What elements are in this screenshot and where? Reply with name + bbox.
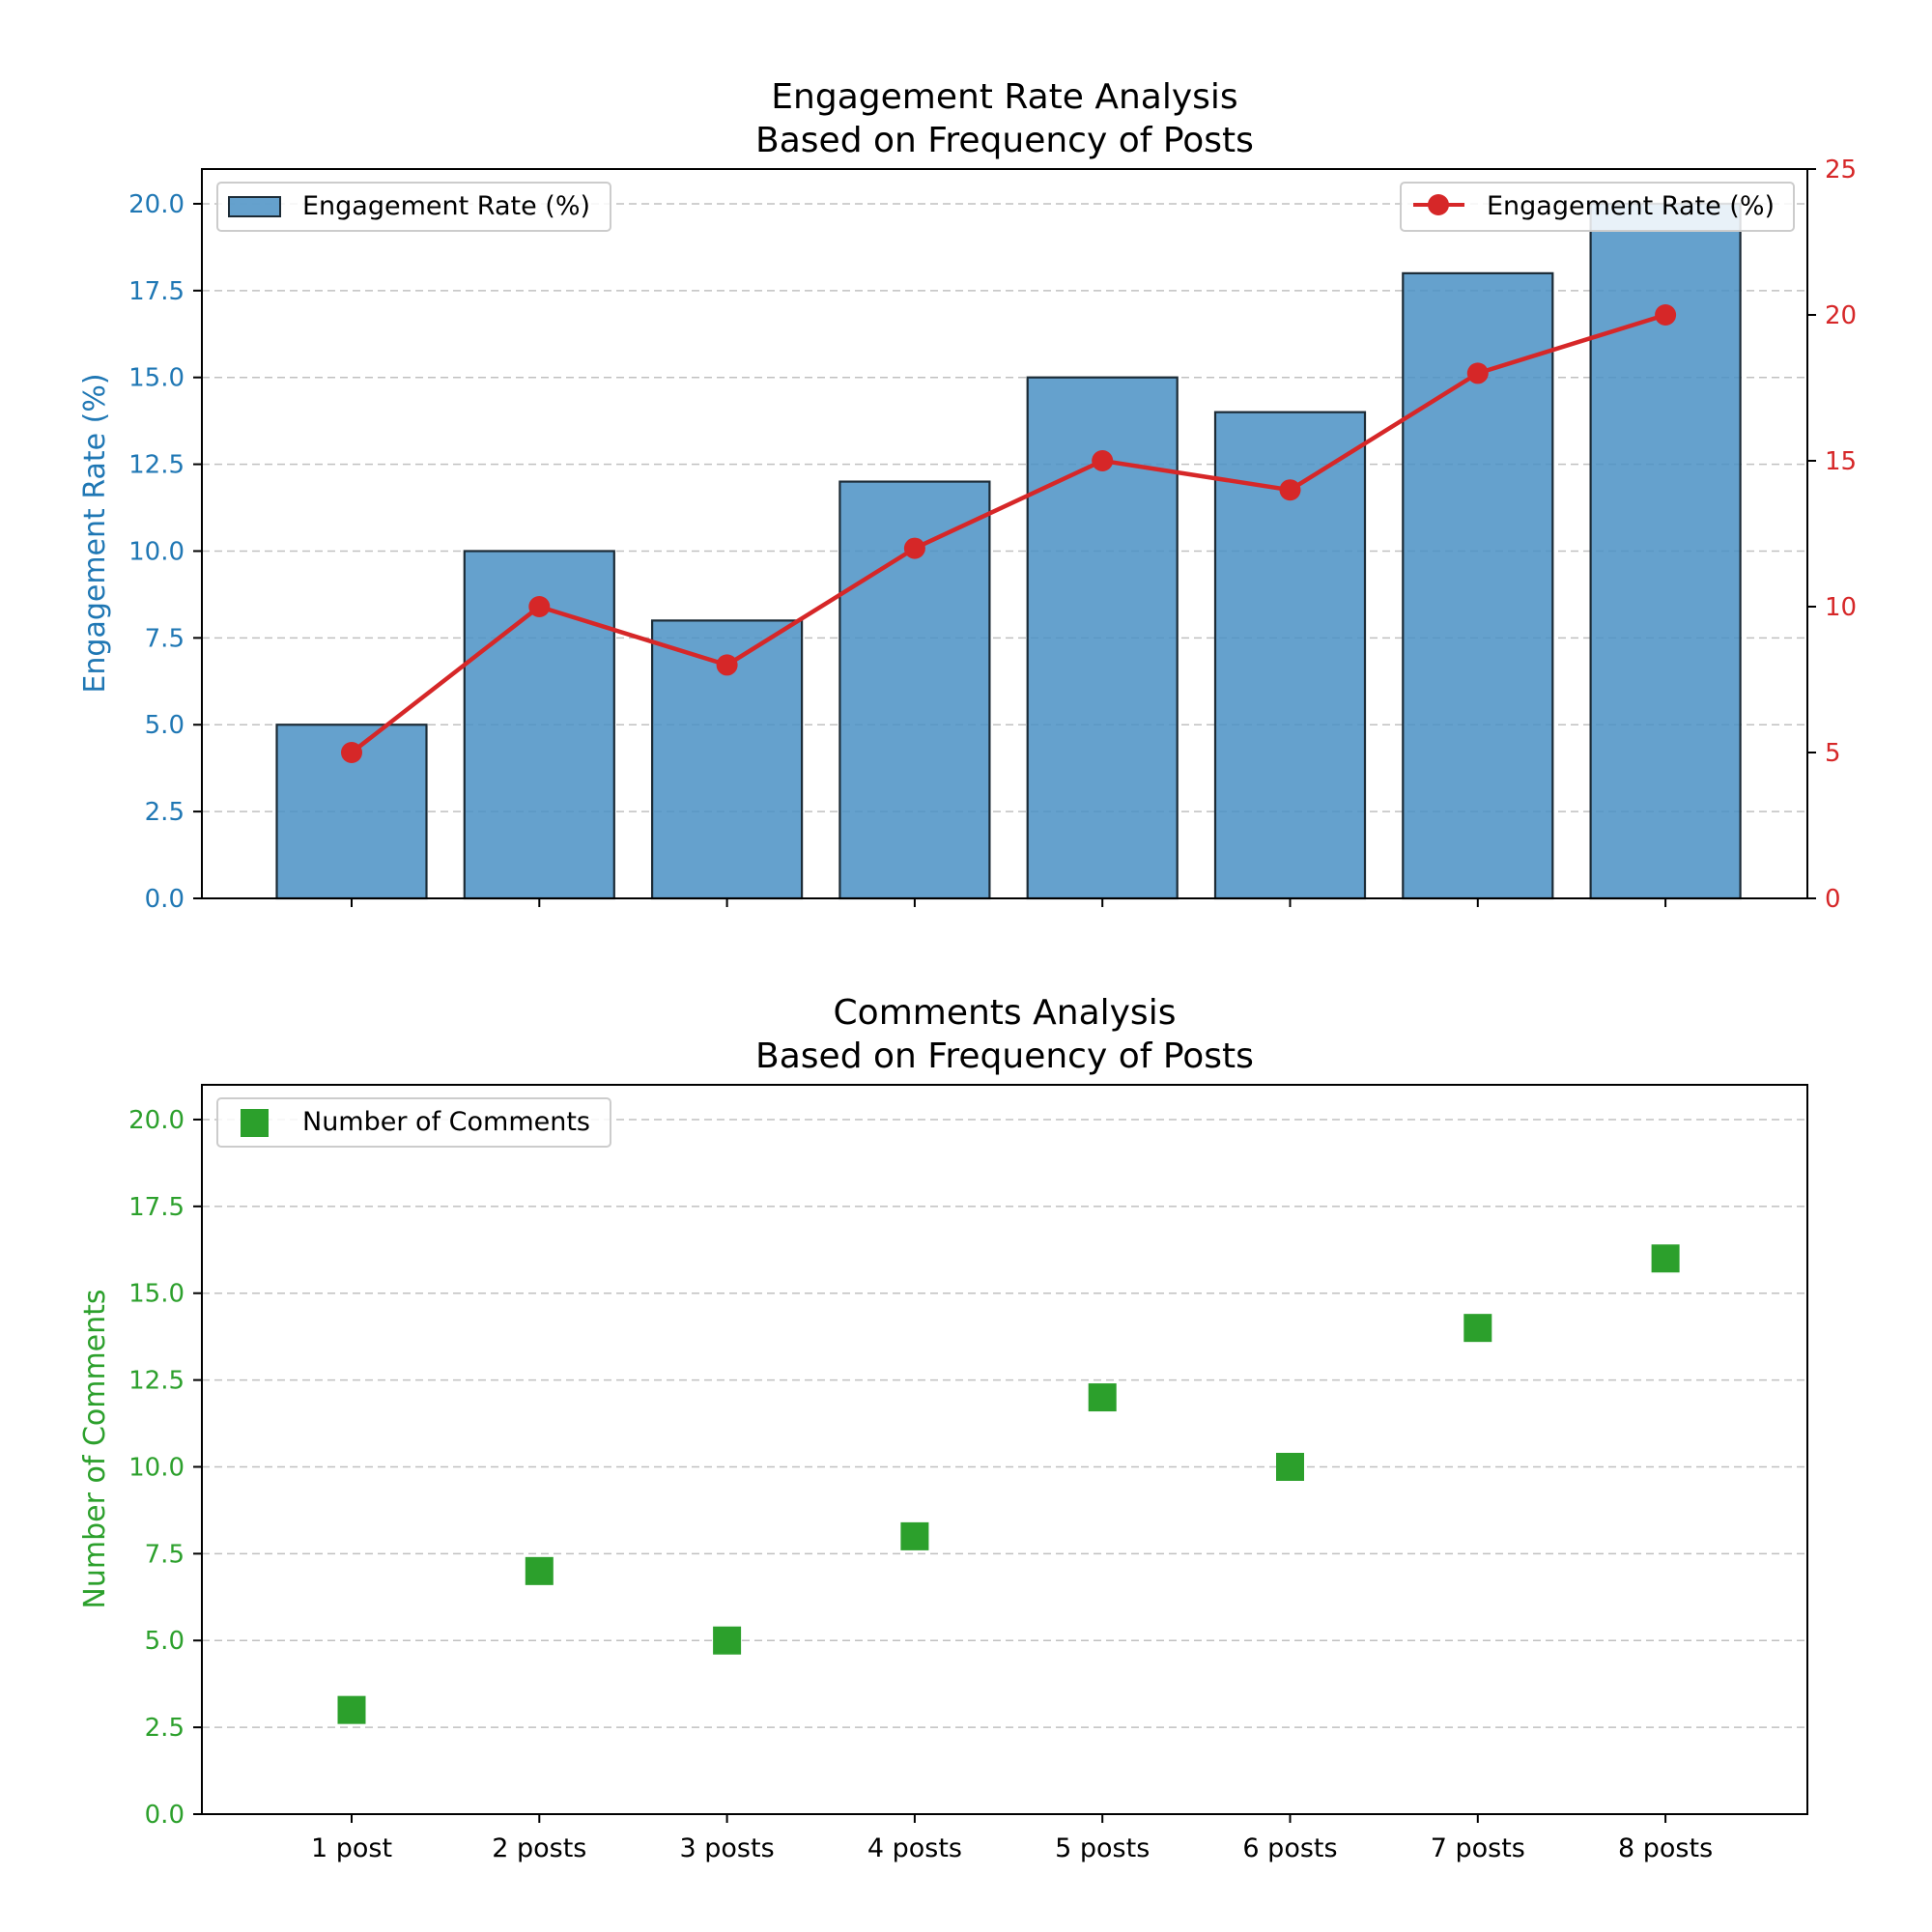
engagement-right-axis-tick-label: 20 bbox=[1825, 301, 1857, 330]
comments-y-axis-tick-label: 17.5 bbox=[128, 1193, 185, 1222]
engagement-left-axis-tick-label: 7.5 bbox=[145, 624, 185, 653]
engagement-line-point bbox=[1655, 304, 1677, 326]
comments-point bbox=[1463, 1314, 1492, 1343]
comments-x-tick-label: 7 posts bbox=[1431, 1833, 1525, 1863]
comments-point bbox=[1088, 1383, 1117, 1412]
comments-y-axis-tick-label: 15.0 bbox=[128, 1280, 185, 1309]
comments-x-tick-label: 4 posts bbox=[867, 1833, 962, 1863]
engagement-plot-frame bbox=[201, 168, 1808, 899]
comments-point bbox=[1276, 1452, 1304, 1481]
engagement-line-point bbox=[1092, 450, 1114, 471]
engagement-left-axis-ticks: 0.0 2.5 5.0 7.5 10.0 12.5 15.0 17.5 20.0 bbox=[128, 190, 202, 914]
comments-y-axis-tick-label: 12.5 bbox=[128, 1367, 185, 1396]
engagement-line-point bbox=[1466, 362, 1489, 384]
comments-point bbox=[900, 1521, 929, 1550]
engagement-line-point bbox=[716, 654, 738, 676]
comments-legend-label: Number of Comments bbox=[302, 1107, 590, 1137]
comments-x-tick-label: 2 posts bbox=[492, 1833, 586, 1863]
comments-legend-box bbox=[216, 1097, 611, 1148]
comments-x-tick-label: 8 posts bbox=[1618, 1833, 1713, 1863]
engagement-line-path bbox=[350, 312, 1666, 754]
engagement-line-series bbox=[341, 304, 1677, 763]
engagement-left-axis-tick-label: 5.0 bbox=[145, 711, 185, 740]
engagement-chart: Engagement Rate Analysis Based on Freque… bbox=[78, 77, 1857, 914]
comments-legend: Number of Comments bbox=[216, 1097, 611, 1148]
engagement-right-axis-tick-label: 5 bbox=[1825, 739, 1841, 768]
comments-point bbox=[713, 1626, 742, 1655]
engagement-right-axis-tick-label: 25 bbox=[1825, 156, 1857, 185]
engagement-bar-legend: Engagement Rate (%) bbox=[216, 182, 611, 232]
engagement-right-axis-ticks: 0 5 10 15 20 25 bbox=[1807, 156, 1857, 914]
comments-y-axis-tick-label: 7.5 bbox=[145, 1540, 185, 1569]
engagement-bar-legend-swatch bbox=[228, 196, 281, 217]
comments-y-axis-tick-label: 20.0 bbox=[128, 1106, 185, 1135]
comments-chart-subtitle: Based on Frequency of Posts bbox=[755, 1037, 1254, 1076]
engagement-left-axis-tick-label: 17.5 bbox=[128, 277, 185, 306]
engagement-left-axis-tick-label: 0.0 bbox=[145, 885, 185, 914]
comments-x-tick-label: 6 posts bbox=[1242, 1833, 1337, 1863]
engagement-left-axis-tick-label: 10.0 bbox=[128, 537, 185, 566]
engagement-line-legend: Engagement Rate (%) bbox=[1400, 182, 1795, 232]
engagement-line-point bbox=[528, 596, 551, 617]
engagement-line-legend-marker bbox=[1428, 194, 1449, 215]
comments-scatter-series bbox=[337, 1244, 1680, 1724]
engagement-left-axis-tick-label: 15.0 bbox=[128, 364, 185, 393]
comments-y-axis-tick-label: 10.0 bbox=[128, 1453, 185, 1482]
engagement-left-axis-label: Engagement Rate (%) bbox=[78, 373, 112, 693]
engagement-line-point bbox=[903, 537, 925, 559]
comments-x-tick-label: 5 posts bbox=[1055, 1833, 1150, 1863]
comments-point bbox=[337, 1695, 366, 1724]
comments-chart: Comments Analysis Based on Frequency of … bbox=[78, 993, 1808, 1863]
engagement-right-axis-tick-label: 15 bbox=[1825, 447, 1857, 476]
comments-x-axis-ticks: 1 post 2 posts 3 posts 4 posts 5 posts 6 post… bbox=[311, 1814, 1713, 1863]
comments-chart-title: Comments Analysis bbox=[834, 993, 1177, 1033]
comments-point bbox=[1651, 1244, 1680, 1273]
comments-y-axis-tick-label: 0.0 bbox=[145, 1801, 185, 1830]
engagement-left-axis-tick-label: 12.5 bbox=[128, 451, 185, 480]
engagement-left-axis-tick-label: 20.0 bbox=[128, 190, 185, 219]
comments-x-tick-label: 1 post bbox=[311, 1833, 392, 1863]
engagement-chart-title: Engagement Rate Analysis bbox=[771, 77, 1237, 117]
comments-x-tick-label: 3 posts bbox=[680, 1833, 775, 1863]
engagement-line-point bbox=[341, 742, 362, 763]
comments-y-axis-label: Number of Comments bbox=[78, 1289, 112, 1608]
engagement-line-point bbox=[1279, 479, 1301, 501]
engagement-bar-legend-box bbox=[216, 182, 611, 232]
engagement-x-axis-ticks bbox=[351, 898, 1667, 907]
engagement-chart-subtitle: Based on Frequency of Posts bbox=[755, 121, 1254, 160]
engagement-left-axis-tick-label: 2.5 bbox=[145, 798, 185, 827]
comments-y-axis-tick-label: 2.5 bbox=[145, 1714, 185, 1743]
engagement-right-axis-tick-label: 0 bbox=[1825, 885, 1841, 914]
comments-y-axis-ticks: 0.0 2.5 5.0 7.5 10.0 12.5 15.0 17.5 20.0 bbox=[128, 1106, 202, 1830]
comments-plot-frame bbox=[201, 1084, 1808, 1815]
engagement-bar-legend-label: Engagement Rate (%) bbox=[302, 191, 590, 221]
comments-legend-marker bbox=[241, 1109, 269, 1137]
comments-point bbox=[525, 1556, 554, 1585]
engagement-line-legend-label: Engagement Rate (%) bbox=[1487, 191, 1775, 221]
comments-y-axis-tick-label: 5.0 bbox=[145, 1627, 185, 1656]
engagement-right-axis-tick-label: 10 bbox=[1825, 593, 1857, 622]
engagement-line-legend-box bbox=[1400, 182, 1795, 232]
